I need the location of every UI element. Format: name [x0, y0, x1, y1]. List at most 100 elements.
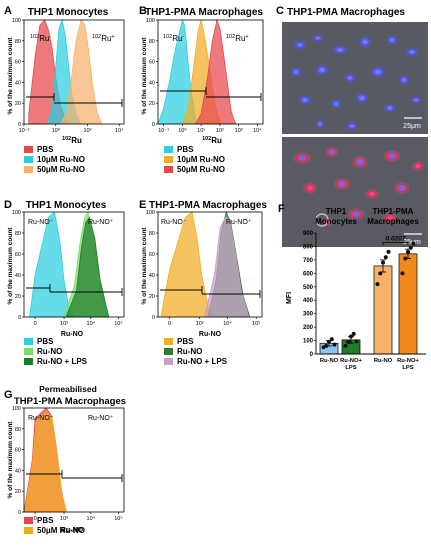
round-cell [315, 213, 329, 227]
panel-a-histograms [28, 18, 103, 125]
y-tick-label: 400 [303, 298, 314, 304]
x-tick-label: 10⁰ [52, 127, 61, 134]
legend-swatch [24, 156, 33, 163]
panel-b-y-ticks: 100 80 60 40 20 0 [146, 18, 158, 128]
legend-label: PBS [37, 337, 54, 346]
xlabel-text: Ru [71, 136, 82, 145]
panel-letter-e: E [139, 199, 146, 211]
y-tick-label: 40 [15, 468, 21, 474]
group2-title-line1: THP1-PMA [373, 207, 414, 216]
legend-swatch [164, 338, 173, 345]
data-point [343, 343, 348, 348]
x-tick-label: 0 [168, 321, 171, 327]
panel-f: F THP1 Monocytes THP1-PMA Macrophages MF… [278, 203, 426, 371]
data-point [378, 271, 383, 276]
panel-e-title: THP1-PMA Macrophages [149, 200, 267, 211]
panel-e-gate-neg: Ru-NO⁻ [161, 219, 187, 226]
data-point [346, 339, 351, 344]
y-tick-label: 300 [303, 312, 314, 318]
panel-f-ylabel: MFI [286, 292, 293, 304]
legend-swatch [24, 166, 33, 173]
panel-b-histograms [157, 18, 237, 125]
gate-pos-sup: 102 [92, 34, 101, 40]
bar [373, 265, 393, 355]
x-tick-label: 10² [216, 128, 224, 134]
data-point [375, 282, 380, 287]
panel-letter-a: A [4, 5, 12, 17]
y-tick-label: 80 [15, 427, 21, 433]
legend-label: PBS [177, 145, 194, 154]
panel-d-gate-pos: Ru-NO⁺ [88, 219, 114, 226]
blue-nuclei [299, 149, 405, 217]
legend-swatch [164, 146, 173, 153]
y-tick-label: 20 [15, 294, 21, 300]
y-tick-label: 200 [303, 325, 314, 331]
y-tick-label: 40 [15, 273, 21, 279]
panel-b: B THP1-PMA Macrophages % of the maximum … [139, 5, 263, 174]
legend-swatch [24, 517, 33, 524]
legend-swatch [164, 156, 173, 163]
legend-label: 50μM Ru-NO [177, 165, 225, 174]
x-tick-label: 10⁻² [19, 128, 30, 134]
y-tick-label: 60 [15, 60, 21, 66]
panel-d-frame [23, 211, 125, 318]
legend-swatch [24, 527, 33, 534]
y-tick-label: 60 [149, 252, 155, 258]
y-tick-label: 0 [152, 315, 155, 321]
legend-label: Ru-NO [37, 347, 62, 356]
x-tick-label: 10⁵ [252, 320, 260, 327]
gate-pos-sign: + [245, 34, 248, 40]
panel-b-ylabel: % of the maximum count [141, 37, 148, 115]
data-point [332, 342, 337, 347]
group1-title-line2: Monocytes [315, 217, 357, 226]
p-value-label: 0.0207 [386, 235, 406, 242]
histogram-1 [29, 211, 76, 318]
x-category-label: Ru-NO+ [340, 358, 362, 364]
y-tick-label: 40 [149, 273, 155, 279]
gate-pos-sup: 102 [226, 34, 235, 40]
legend-label: Ru-NO + LPS [177, 357, 228, 366]
legend-swatch [24, 146, 33, 153]
histogram-1 [160, 211, 214, 318]
panel-g-gate-lines [26, 470, 123, 482]
y-tick-label: 0 [18, 122, 21, 128]
panel-g-title-line1: Permeabilised [39, 384, 97, 394]
x-category-label: LPS [345, 365, 356, 371]
data-point [403, 256, 408, 261]
y-tick-label: 60 [15, 448, 21, 454]
gate-neg-sign: - [49, 34, 51, 40]
panel-d-gate-lines [26, 284, 123, 296]
xlabel-text: Ru [211, 136, 222, 145]
panel-b-x-ticks: 10⁻¹ 10⁰ 10¹ 10² 10³ 10⁴ [158, 124, 262, 134]
data-point [324, 343, 329, 348]
panel-g-histograms [23, 407, 68, 513]
histogram-3 [203, 216, 250, 318]
x-tick-label: 10⁴ [253, 127, 262, 134]
y-tick-label: 800 [303, 244, 314, 250]
x-tick-label: 0 [34, 516, 37, 522]
panel-a: A THP1 Monocytes % of the maximum count … [4, 5, 125, 174]
data-point [400, 271, 405, 276]
x-tick-label: 10² [84, 128, 92, 134]
data-point [329, 337, 334, 342]
gate-neg-sign: - [182, 34, 184, 40]
panel-d-ylabel: % of the maximum count [7, 227, 14, 305]
panel-f-y-ticks: 900 800 700 600 500 400 300 200 100 0 [303, 231, 316, 358]
panel-d-histograms [29, 210, 110, 318]
panel-e-frame [157, 211, 263, 318]
panel-e-gate-lines [160, 286, 261, 298]
y-tick-label: 80 [149, 39, 155, 45]
panel-a-frame [23, 19, 125, 125]
panel-letter-g: G [4, 389, 13, 401]
legend-swatch [164, 348, 173, 355]
panel-b-gate-lines [160, 87, 262, 101]
data-point [381, 260, 385, 265]
data-point [411, 241, 416, 246]
gate-neg-sup: 102 [163, 34, 172, 40]
panel-c-title: THP1-PMA Macrophages [287, 7, 405, 18]
legend-swatch [24, 358, 33, 365]
legend-swatch [164, 166, 173, 173]
y-tick-label: 40 [15, 80, 21, 86]
